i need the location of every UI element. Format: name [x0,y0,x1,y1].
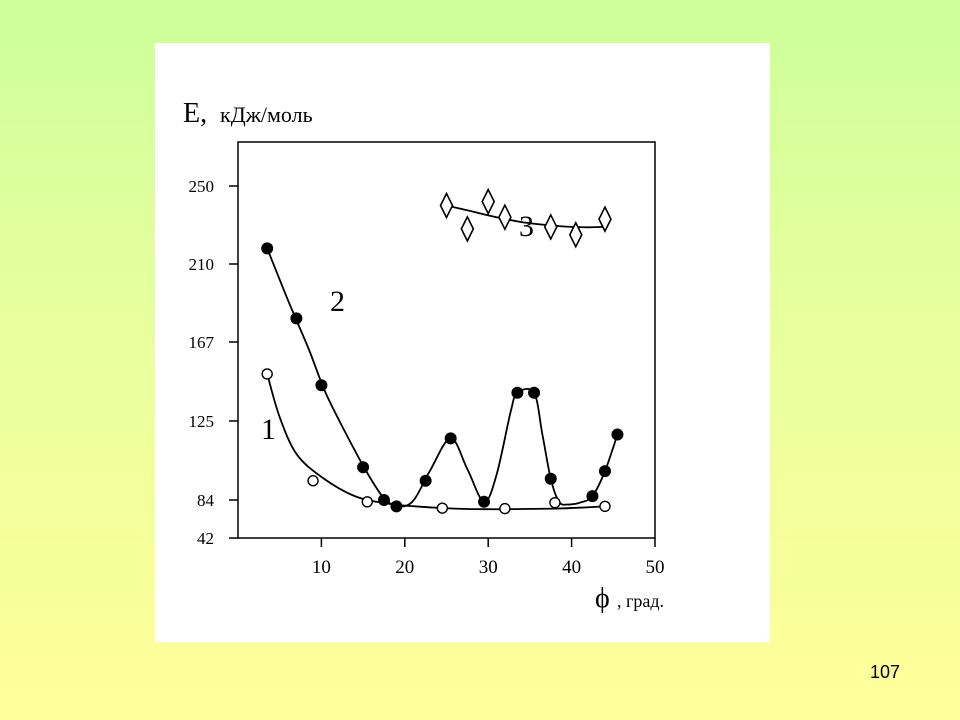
chart-panel: E, кДж/моль ϕ , град. 250 210 167 125 84 42 1… [155,43,770,642]
series-2-point [377,494,390,506]
x-tick-label: 10 [312,557,331,578]
x-tick-label: 30 [479,557,498,578]
y-tick-label: 167 [189,333,215,352]
y-axis-title-symbol: E, [183,98,207,129]
y-tick-label: 210 [189,255,215,274]
series-3-point [598,205,612,233]
series-2-point [544,472,557,485]
series-1-point [499,502,511,515]
series-2-point [315,379,328,392]
series-1-point [361,496,373,508]
series-curves [266,204,619,511]
series-1-point [599,500,611,513]
series-2-point [586,490,599,503]
series-2-point [290,312,303,325]
series-2-point [357,461,370,474]
series-3-point [481,187,496,216]
x-axis-ticks: 10 20 30 40 50 [312,538,665,578]
series-1-point [436,502,449,514]
series-label-1: 1 [261,413,276,446]
series-2-point [478,495,491,508]
series-1-point [261,368,273,380]
y-tick-label: 84 [197,491,215,510]
y-tick-label: 125 [189,412,215,431]
y-axis-title-unit: кДж/моль [220,102,313,127]
series-1-point [549,497,561,509]
series-1-line [266,373,606,511]
series-2-point [261,242,274,255]
x-tick-label: 20 [395,557,414,578]
series-1-point [307,475,319,487]
x-tick-label: 40 [562,557,581,578]
series-label-2: 2 [330,285,345,318]
y-tick-label: 250 [189,177,215,196]
series-3-point [497,203,512,231]
x-axis-title-unit: , град. [617,591,664,611]
y-axis-ticks: 250 210 167 125 84 42 [189,177,238,548]
series-2-point [444,432,457,445]
series-2-point [598,465,611,478]
x-axis-title-symbol: ϕ [595,583,610,614]
series-label-3: 3 [519,210,534,243]
series-3-line [446,204,606,229]
series-2-point [390,500,403,513]
y-tick-label: 42 [197,529,214,548]
page-number: 107 [869,662,900,682]
series-2-point [511,386,524,399]
series-3-point [439,191,454,220]
series-2-point [419,474,432,487]
series-3-point [460,215,475,243]
series-2-point [528,386,541,399]
series-2-line [266,248,619,508]
plot-frame [237,141,656,539]
series-3-point [568,220,583,249]
x-tick-label: 50 [646,557,665,578]
series-3-point [543,213,558,241]
series-markers [261,187,624,515]
series-2-point [611,428,624,441]
